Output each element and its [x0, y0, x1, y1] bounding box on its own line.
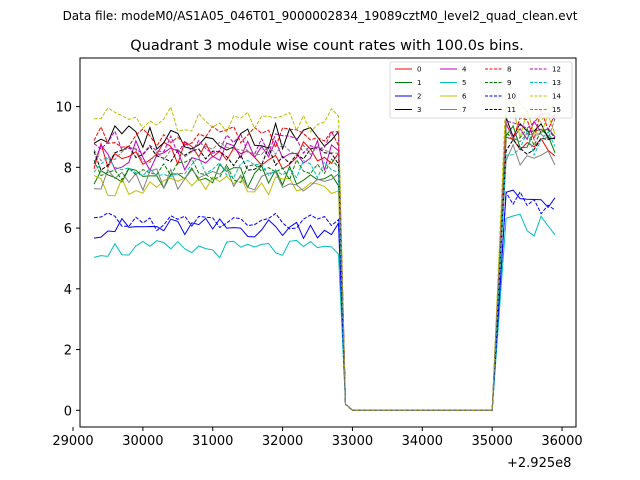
legend-label-6: 6	[462, 93, 467, 101]
series-line-8	[93, 107, 556, 411]
chart-title: Quadrant 3 module wise count rates with …	[130, 38, 524, 54]
y-tick-label: 6	[64, 222, 72, 237]
legend-label-8: 8	[507, 66, 511, 74]
legend-label-12: 12	[552, 66, 561, 74]
y-tick-label: 0	[64, 404, 72, 419]
plot-area	[93, 89, 556, 411]
x-tick-label: 31000	[192, 434, 233, 449]
legend-box	[389, 61, 573, 119]
legend-label-15: 15	[552, 106, 561, 114]
legend-label-14: 14	[552, 93, 561, 101]
series-line-15	[93, 118, 556, 411]
y-tick-label: 8	[64, 161, 72, 176]
x-axis: 29000 30000 31000 32000 33000 34000 35000 36000	[52, 427, 583, 449]
x-tick-label: 32000	[262, 434, 303, 449]
y-tick-label: 4	[64, 283, 72, 298]
y-tick-label: 10	[55, 101, 72, 116]
axes-frame	[79, 57, 577, 428]
legend-label-9: 9	[507, 79, 511, 87]
x-tick-label: 33000	[332, 434, 373, 449]
x-tick-label: 35000	[471, 434, 512, 449]
y-tick-label: 2	[64, 344, 72, 359]
legend-label-5: 5	[462, 79, 466, 87]
x-tick-label: 29000	[52, 434, 93, 449]
legend-label-0: 0	[417, 66, 421, 74]
x-tick-label: 34000	[402, 434, 443, 449]
y-axis: 0 2 4 6 8 10	[55, 101, 80, 419]
legend-label-4: 4	[462, 66, 467, 74]
legend-label-1: 1	[417, 79, 421, 87]
legend-label-13: 13	[552, 79, 561, 87]
legend-label-2: 2	[417, 93, 421, 101]
legend-label-3: 3	[417, 106, 421, 114]
legend-label-11: 11	[507, 106, 516, 114]
legend-label-10: 10	[507, 93, 516, 101]
chart-suptitle: Data file: modeM0/AS1A05_046T01_90000028…	[63, 9, 578, 23]
x-offset-label: +2.925e8	[507, 456, 571, 471]
legend-label-7: 7	[462, 106, 466, 114]
x-tick-label: 36000	[541, 434, 582, 449]
x-tick-label: 30000	[122, 434, 163, 449]
